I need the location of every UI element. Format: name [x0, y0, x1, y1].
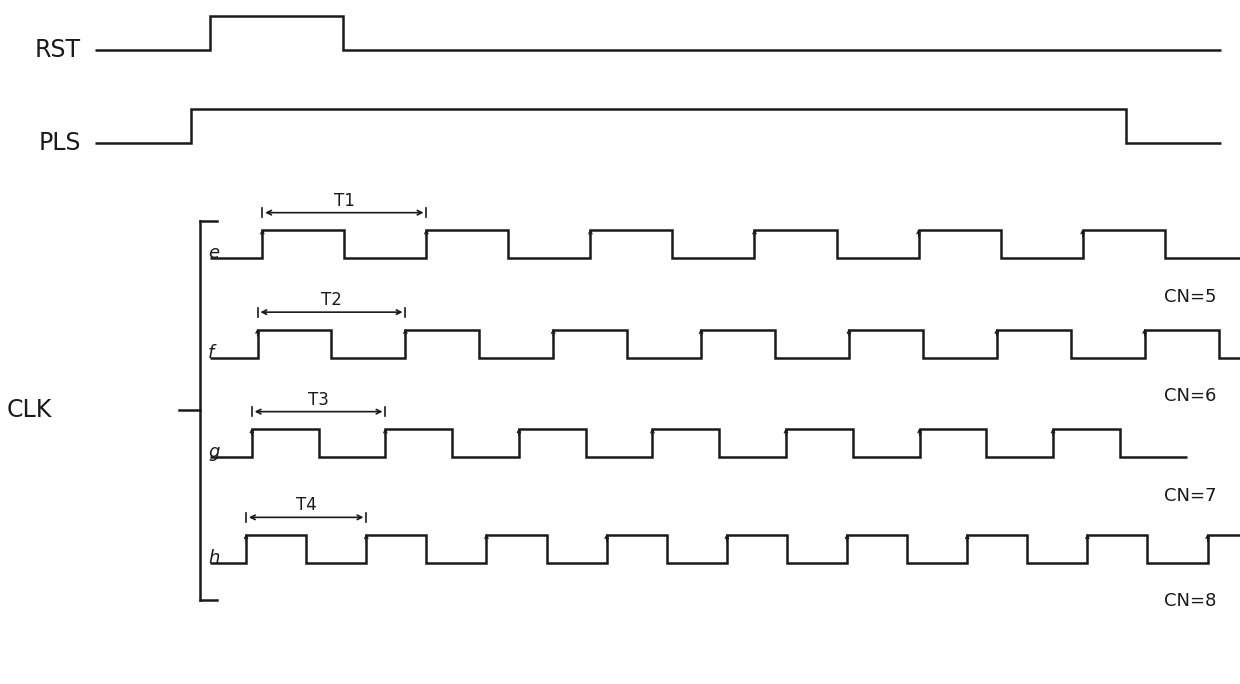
Text: T1: T1 [334, 192, 355, 209]
Text: CN=8: CN=8 [1164, 592, 1216, 610]
Text: T2: T2 [321, 291, 342, 309]
Text: h: h [208, 549, 219, 567]
Text: T3: T3 [309, 391, 329, 408]
Text: RST: RST [35, 38, 81, 62]
Text: f: f [208, 343, 215, 362]
Text: e: e [208, 244, 219, 262]
Text: g: g [208, 443, 219, 461]
Text: T4: T4 [296, 497, 316, 514]
Text: CN=7: CN=7 [1163, 486, 1216, 505]
Text: CN=5: CN=5 [1163, 287, 1216, 306]
Text: PLS: PLS [38, 131, 81, 155]
Text: CN=6: CN=6 [1164, 387, 1216, 405]
Text: CLK: CLK [7, 398, 52, 423]
